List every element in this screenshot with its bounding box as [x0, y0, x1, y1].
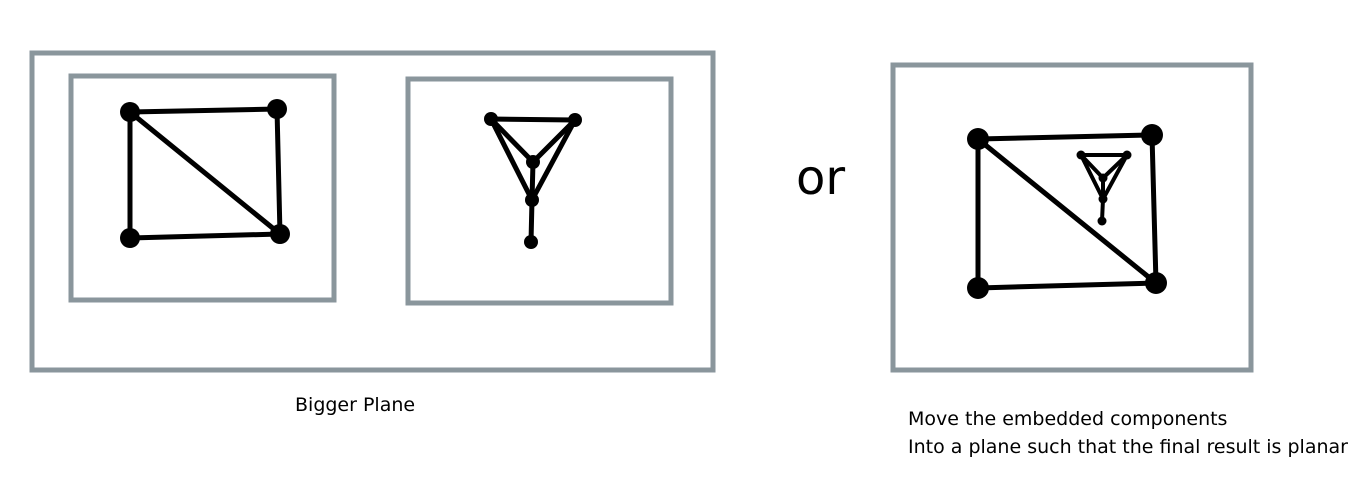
- bigger-plane-frame: [29, 50, 716, 373]
- vertex: [568, 113, 582, 127]
- vertex: [120, 228, 140, 248]
- component-b-graph: [484, 112, 582, 249]
- vertex: [967, 277, 989, 299]
- caption-line: Move the embedded components: [908, 408, 1228, 430]
- vertex: [270, 224, 290, 244]
- edge: [975, 280, 1159, 291]
- edge: [1079, 153, 1105, 180]
- edge: [488, 116, 578, 123]
- component-a-graph: [120, 99, 290, 248]
- edge: [488, 116, 535, 203]
- edge: [1079, 153, 1105, 201]
- component-b-frame: [405, 76, 674, 306]
- vertex: [1097, 216, 1107, 226]
- vertex: [524, 235, 538, 249]
- edge: [975, 132, 1155, 142]
- bigger-plane-label: Bigger Plane: [295, 394, 416, 416]
- vertex: [1098, 194, 1108, 204]
- vertex: [525, 193, 539, 207]
- edge: [975, 136, 1159, 286]
- caption-line: Into a plane such that the final result …: [908, 436, 1348, 458]
- edge: [274, 106, 283, 237]
- vertex: [1098, 173, 1108, 183]
- edge: [127, 106, 280, 115]
- combined-square-graph: [967, 124, 1167, 299]
- combined-plane-frame: [890, 62, 1254, 373]
- edge: [1149, 132, 1159, 286]
- edge: [528, 197, 535, 245]
- vertex: [967, 128, 989, 150]
- edge: [1101, 153, 1129, 180]
- edge: [127, 109, 283, 237]
- or-label: or: [796, 150, 846, 206]
- vertex: [526, 155, 540, 169]
- vertex: [267, 99, 287, 119]
- vertex: [1145, 272, 1167, 294]
- edge: [1101, 153, 1129, 201]
- caption: Move the embedded components Into a plan…: [908, 405, 1348, 461]
- vertex: [120, 102, 140, 122]
- combined-small-graph: [1076, 150, 1132, 226]
- edge: [530, 117, 578, 165]
- vertex: [1141, 124, 1163, 146]
- component-a-frame: [68, 73, 337, 303]
- vertex: [484, 112, 498, 126]
- vertex: [1122, 150, 1132, 160]
- edge: [529, 117, 578, 203]
- edge: [127, 231, 283, 241]
- vertex: [1076, 150, 1086, 160]
- edge: [488, 116, 536, 165]
